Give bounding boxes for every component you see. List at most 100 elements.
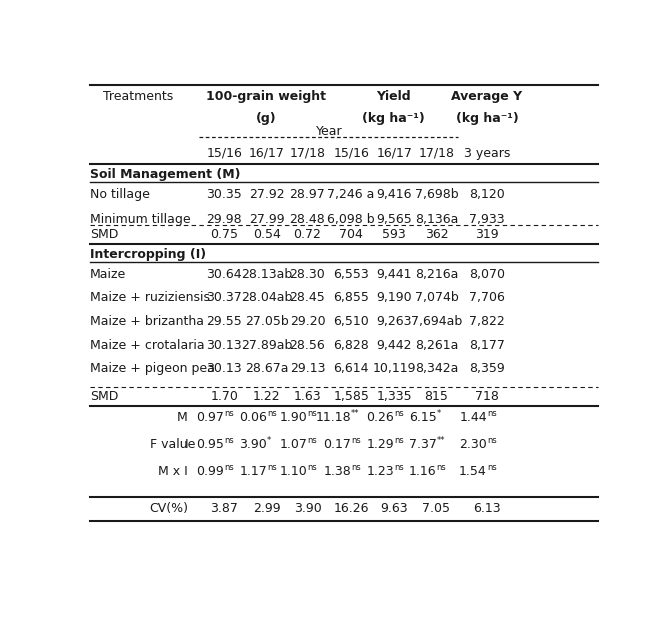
- Text: 0.06: 0.06: [239, 411, 267, 424]
- Text: 2.30: 2.30: [459, 438, 487, 451]
- Text: SMD: SMD: [90, 228, 119, 240]
- Text: 6,614: 6,614: [333, 362, 369, 375]
- Text: 10,119: 10,119: [372, 362, 416, 375]
- Text: 16.26: 16.26: [333, 503, 369, 515]
- Text: SMD: SMD: [90, 389, 119, 403]
- Text: 6,828: 6,828: [333, 339, 369, 352]
- Text: Maize + ruziziensis: Maize + ruziziensis: [90, 291, 210, 304]
- Text: ns: ns: [224, 409, 234, 418]
- Text: **: **: [436, 436, 445, 444]
- Text: F value: F value: [150, 438, 196, 451]
- Text: 815: 815: [425, 389, 448, 403]
- Text: 17/18: 17/18: [289, 146, 325, 160]
- Text: 1.63: 1.63: [294, 389, 321, 403]
- Text: ns: ns: [395, 463, 404, 471]
- Text: 7,074b: 7,074b: [415, 291, 458, 304]
- Text: 7,822: 7,822: [469, 315, 505, 328]
- Text: 28.45: 28.45: [290, 291, 325, 304]
- Text: 30.13: 30.13: [207, 362, 242, 375]
- Text: 9,190: 9,190: [376, 291, 412, 304]
- Text: 15/16: 15/16: [333, 146, 369, 160]
- Text: 1.70: 1.70: [210, 389, 238, 403]
- Text: 1.90: 1.90: [280, 411, 307, 424]
- Text: 6,855: 6,855: [333, 291, 369, 304]
- Text: Year: Year: [315, 125, 342, 138]
- Text: M: M: [177, 411, 188, 424]
- Text: 9,565: 9,565: [376, 213, 412, 226]
- Text: 0.72: 0.72: [293, 228, 321, 240]
- Text: ns: ns: [267, 463, 276, 471]
- Text: 7,933: 7,933: [469, 213, 505, 226]
- Text: 100-grain weight: 100-grain weight: [206, 90, 326, 103]
- Text: 29.98: 29.98: [207, 213, 242, 226]
- Text: 718: 718: [475, 389, 499, 403]
- Text: 28.97: 28.97: [290, 188, 325, 201]
- Text: 1.16: 1.16: [409, 465, 436, 478]
- Text: Maize + crotalaria: Maize + crotalaria: [90, 339, 205, 352]
- Text: *: *: [436, 409, 441, 418]
- Text: 8,359: 8,359: [469, 362, 505, 375]
- Text: 6.13: 6.13: [473, 503, 501, 515]
- Text: 8,342a: 8,342a: [415, 362, 458, 375]
- Text: Average Y: Average Y: [452, 90, 523, 103]
- Text: ns: ns: [487, 463, 497, 471]
- Text: 1.07: 1.07: [280, 438, 307, 451]
- Text: 8,120: 8,120: [469, 188, 505, 201]
- Text: 6,553: 6,553: [333, 268, 369, 280]
- Text: 7,698b: 7,698b: [415, 188, 458, 201]
- Text: 1.38: 1.38: [323, 465, 351, 478]
- Text: ns: ns: [436, 463, 446, 471]
- Text: Intercropping (I): Intercropping (I): [90, 248, 206, 261]
- Text: ns: ns: [267, 409, 276, 418]
- Text: 28.13ab: 28.13ab: [242, 268, 293, 280]
- Text: 8,136a: 8,136a: [415, 213, 458, 226]
- Text: 28.30: 28.30: [290, 268, 325, 280]
- Text: ns: ns: [487, 436, 497, 444]
- Text: 8,177: 8,177: [469, 339, 505, 352]
- Text: 28.56: 28.56: [290, 339, 325, 352]
- Text: ns: ns: [224, 463, 234, 471]
- Text: 3.90: 3.90: [239, 438, 267, 451]
- Text: 1.22: 1.22: [253, 389, 280, 403]
- Text: 2.99: 2.99: [253, 503, 280, 515]
- Text: M x I: M x I: [158, 465, 188, 478]
- Text: Maize + brizantha: Maize + brizantha: [90, 315, 204, 328]
- Text: *: *: [267, 436, 271, 444]
- Text: 0.54: 0.54: [253, 228, 281, 240]
- Text: ns: ns: [487, 409, 497, 418]
- Text: 1,585: 1,585: [333, 389, 369, 403]
- Text: 1,335: 1,335: [376, 389, 412, 403]
- Text: 319: 319: [475, 228, 499, 240]
- Text: 0.75: 0.75: [210, 228, 238, 240]
- Text: 1.10: 1.10: [280, 465, 307, 478]
- Text: 29.13: 29.13: [290, 362, 325, 375]
- Text: 11.18: 11.18: [315, 411, 351, 424]
- Text: 0.17: 0.17: [323, 438, 351, 451]
- Text: 9,416: 9,416: [376, 188, 412, 201]
- Text: 9,442: 9,442: [376, 339, 412, 352]
- Text: **: **: [351, 409, 360, 418]
- Text: 0.26: 0.26: [366, 411, 395, 424]
- Text: 1.17: 1.17: [239, 465, 267, 478]
- Text: 6,098 b: 6,098 b: [327, 213, 375, 226]
- Text: 8,261a: 8,261a: [415, 339, 458, 352]
- Text: 28.48: 28.48: [290, 213, 325, 226]
- Text: 27.05b: 27.05b: [245, 315, 289, 328]
- Text: 1.29: 1.29: [367, 438, 395, 451]
- Text: 28.67a: 28.67a: [245, 362, 289, 375]
- Text: ns: ns: [307, 409, 317, 418]
- Text: ns: ns: [395, 409, 404, 418]
- Text: ns: ns: [395, 436, 404, 444]
- Text: 3.87: 3.87: [210, 503, 238, 515]
- Text: 6,510: 6,510: [333, 315, 369, 328]
- Text: 593: 593: [382, 228, 406, 240]
- Text: 30.13: 30.13: [207, 339, 242, 352]
- Text: 17/18: 17/18: [419, 146, 454, 160]
- Text: 9.63: 9.63: [380, 503, 408, 515]
- Text: 30.37: 30.37: [207, 291, 242, 304]
- Text: 29.55: 29.55: [207, 315, 242, 328]
- Text: 8,070: 8,070: [469, 268, 505, 280]
- Text: 1.54: 1.54: [459, 465, 487, 478]
- Text: 704: 704: [340, 228, 363, 240]
- Text: 27.99: 27.99: [249, 213, 285, 226]
